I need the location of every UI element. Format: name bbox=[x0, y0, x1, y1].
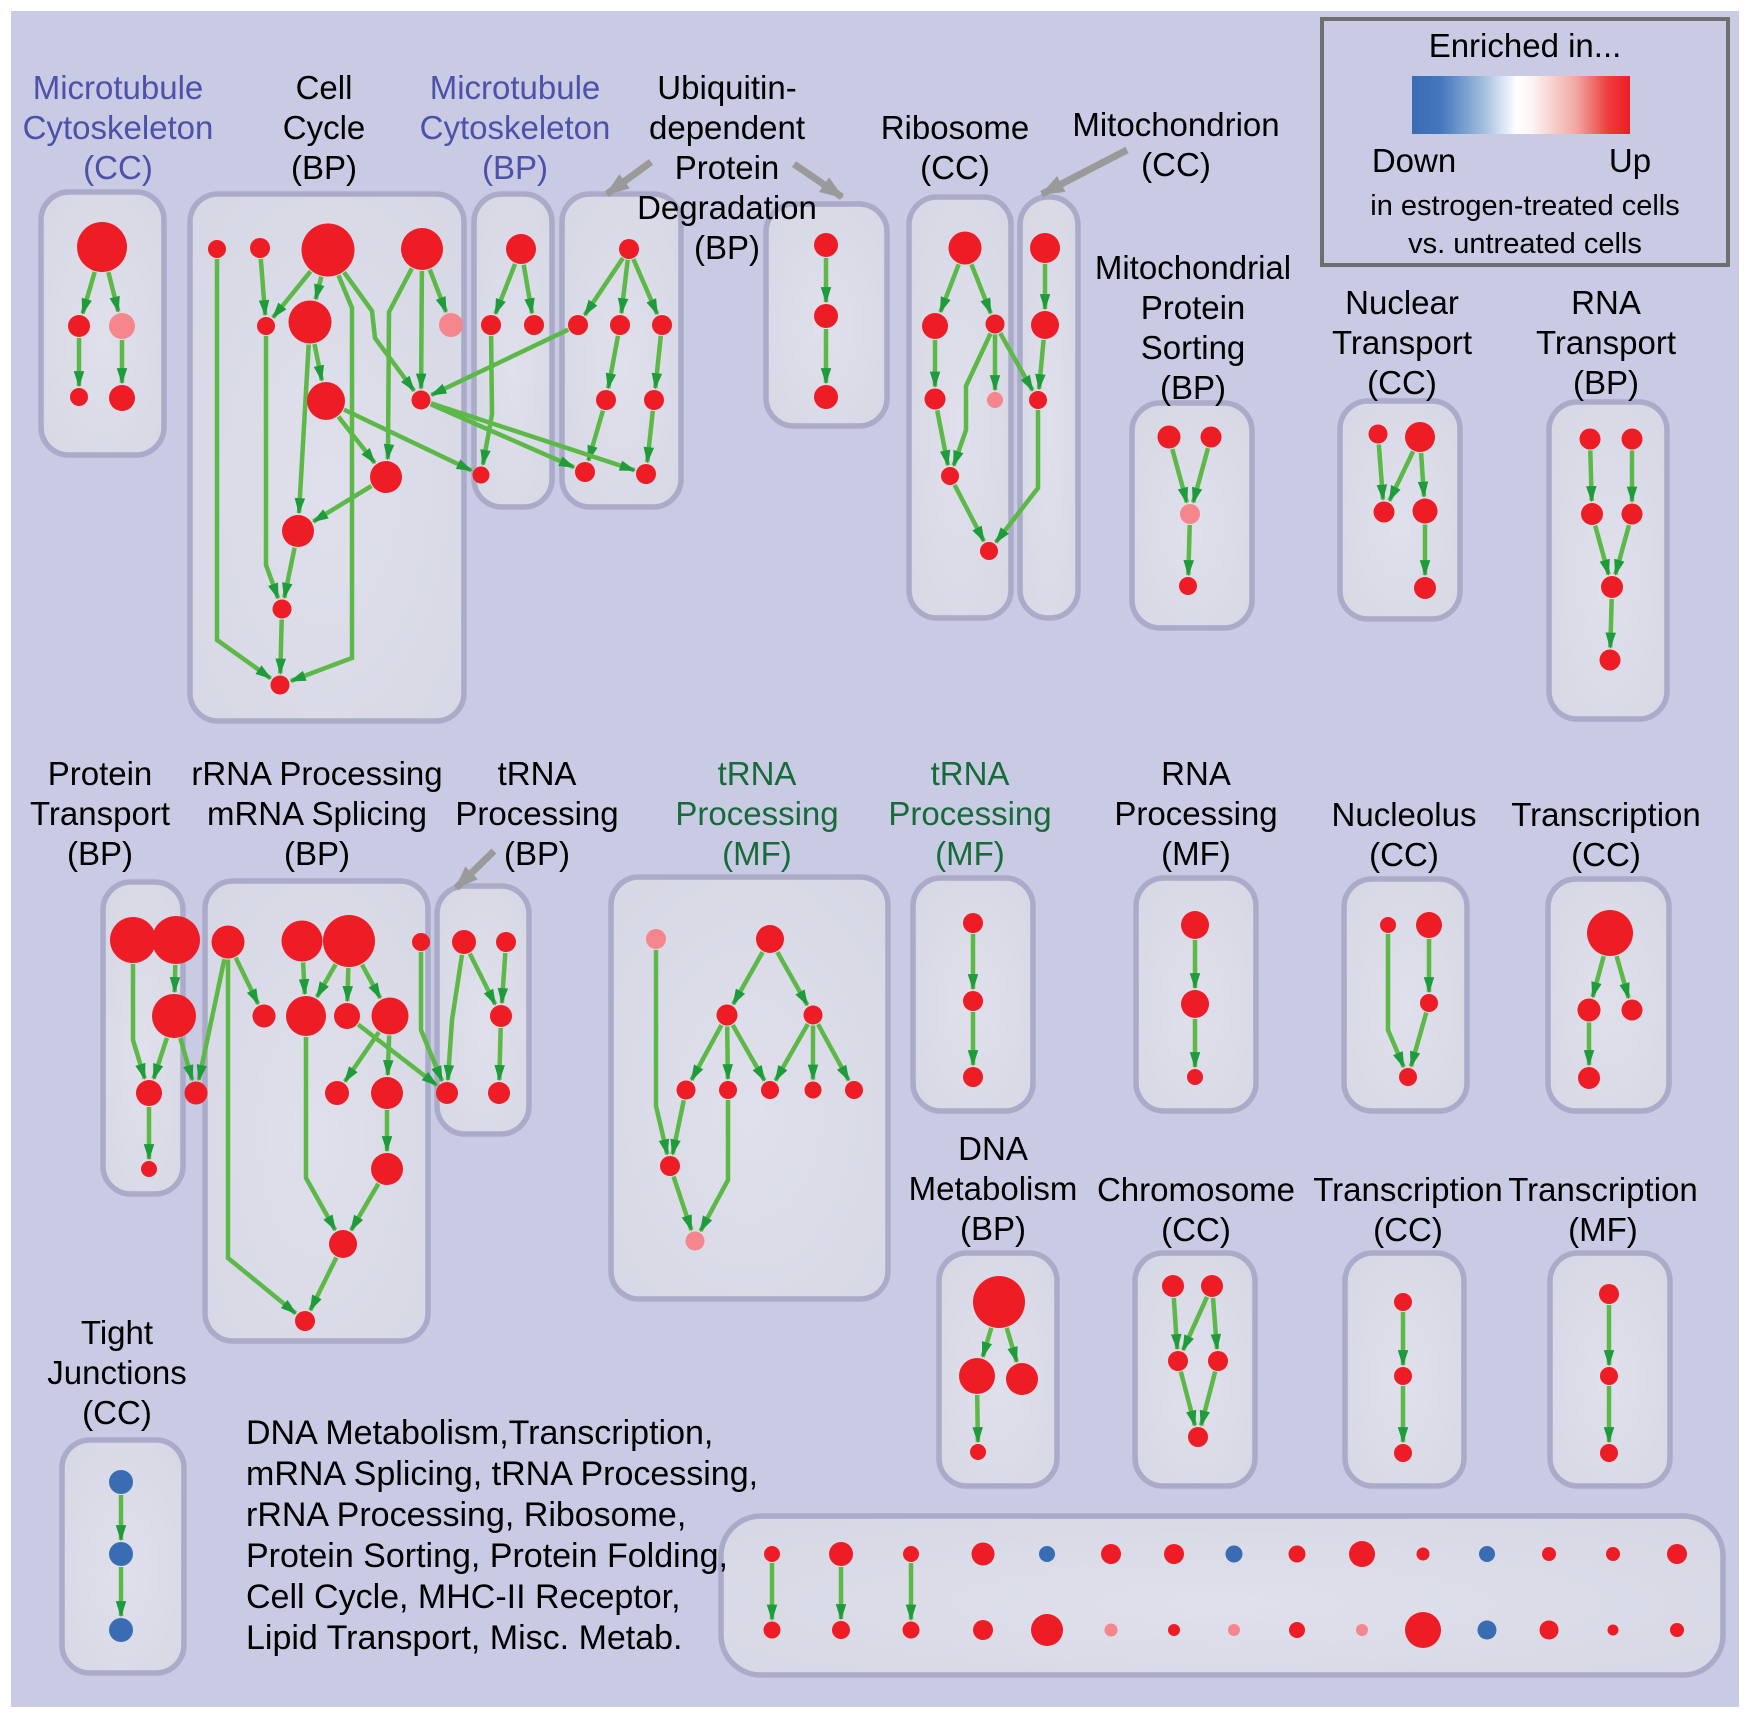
svg-text:Transport: Transport bbox=[1536, 324, 1676, 361]
svg-text:Microtubule: Microtubule bbox=[33, 69, 204, 106]
svg-text:(MF): (MF) bbox=[1161, 835, 1231, 872]
svg-text:RNA: RNA bbox=[1161, 755, 1231, 792]
svg-text:(CC): (CC) bbox=[1161, 1211, 1231, 1248]
svg-text:Processing: Processing bbox=[1114, 795, 1277, 832]
svg-text:Ribosome: Ribosome bbox=[881, 109, 1030, 146]
svg-text:Cytoskeleton: Cytoskeleton bbox=[420, 109, 611, 146]
svg-text:(BP): (BP) bbox=[694, 229, 760, 266]
svg-text:rRNA Processing, Ribosome,: rRNA Processing, Ribosome, bbox=[246, 1496, 686, 1534]
svg-text:Up: Up bbox=[1609, 142, 1651, 179]
svg-text:tRNA: tRNA bbox=[498, 755, 577, 792]
svg-text:(BP): (BP) bbox=[504, 835, 570, 872]
svg-text:Transcription: Transcription bbox=[1508, 1171, 1698, 1208]
svg-text:(CC): (CC) bbox=[83, 149, 153, 186]
svg-text:Transcription: Transcription bbox=[1313, 1171, 1503, 1208]
svg-text:Ubiquitin-: Ubiquitin- bbox=[657, 69, 796, 106]
svg-text:(CC): (CC) bbox=[1367, 364, 1437, 401]
svg-text:vs. untreated cells: vs. untreated cells bbox=[1408, 228, 1642, 260]
svg-text:Sorting: Sorting bbox=[1141, 329, 1246, 366]
svg-text:Cytoskeleton: Cytoskeleton bbox=[23, 109, 214, 146]
svg-text:(MF): (MF) bbox=[1568, 1211, 1638, 1248]
svg-text:Transport: Transport bbox=[1332, 324, 1472, 361]
svg-text:(BP): (BP) bbox=[1160, 369, 1226, 406]
svg-text:in estrogen-treated cells: in estrogen-treated cells bbox=[1370, 190, 1680, 222]
svg-text:(CC): (CC) bbox=[1141, 146, 1211, 183]
svg-text:Nuclear: Nuclear bbox=[1345, 284, 1459, 321]
svg-text:(MF): (MF) bbox=[935, 835, 1005, 872]
svg-text:Cell Cycle, MHC-II Receptor,: Cell Cycle, MHC-II Receptor, bbox=[246, 1578, 681, 1616]
svg-text:(BP): (BP) bbox=[291, 149, 357, 186]
svg-text:tRNA: tRNA bbox=[718, 755, 797, 792]
svg-text:(BP): (BP) bbox=[1573, 364, 1639, 401]
svg-text:Processing: Processing bbox=[455, 795, 618, 832]
svg-text:Transport: Transport bbox=[30, 795, 170, 832]
svg-text:dependent: dependent bbox=[649, 109, 805, 146]
svg-text:Mitochondrion: Mitochondrion bbox=[1072, 106, 1279, 143]
svg-text:Protein: Protein bbox=[48, 755, 153, 792]
svg-text:(BP): (BP) bbox=[482, 149, 548, 186]
svg-text:RNA: RNA bbox=[1571, 284, 1641, 321]
svg-text:Cell: Cell bbox=[296, 69, 353, 106]
svg-text:Junctions: Junctions bbox=[47, 1354, 186, 1391]
svg-text:(CC): (CC) bbox=[82, 1394, 152, 1431]
svg-text:(CC): (CC) bbox=[920, 149, 990, 186]
svg-text:DNA: DNA bbox=[958, 1130, 1028, 1167]
svg-text:(BP): (BP) bbox=[960, 1210, 1026, 1247]
svg-text:Degradation: Degradation bbox=[637, 189, 817, 226]
svg-text:Nucleolus: Nucleolus bbox=[1332, 796, 1477, 833]
svg-text:Processing: Processing bbox=[675, 795, 838, 832]
svg-text:mRNA Splicing, tRNA Processing: mRNA Splicing, tRNA Processing, bbox=[246, 1455, 758, 1493]
svg-text:(BP): (BP) bbox=[67, 835, 133, 872]
svg-text:Metabolism: Metabolism bbox=[909, 1170, 1078, 1207]
svg-text:Mitochondrial: Mitochondrial bbox=[1095, 249, 1291, 286]
svg-text:Cycle: Cycle bbox=[283, 109, 366, 146]
svg-text:(CC): (CC) bbox=[1373, 1211, 1443, 1248]
svg-text:DNA Metabolism,Transcription,: DNA Metabolism,Transcription, bbox=[246, 1414, 713, 1452]
svg-text:Down: Down bbox=[1372, 142, 1456, 179]
svg-text:Processing: Processing bbox=[888, 795, 1051, 832]
svg-text:Protein: Protein bbox=[675, 149, 780, 186]
svg-text:mRNA Splicing: mRNA Splicing bbox=[207, 795, 427, 832]
svg-text:(MF): (MF) bbox=[722, 835, 792, 872]
svg-text:(CC): (CC) bbox=[1571, 836, 1641, 873]
svg-text:Microtubule: Microtubule bbox=[430, 69, 601, 106]
svg-text:tRNA: tRNA bbox=[931, 755, 1010, 792]
svg-text:Chromosome: Chromosome bbox=[1097, 1171, 1295, 1208]
svg-text:Lipid Transport, Misc. Metab.: Lipid Transport, Misc. Metab. bbox=[246, 1619, 683, 1657]
svg-text:rRNA Processing: rRNA Processing bbox=[191, 755, 442, 792]
svg-text:(BP): (BP) bbox=[284, 835, 350, 872]
svg-text:(CC): (CC) bbox=[1369, 836, 1439, 873]
svg-text:Protein Sorting, Protein Foldi: Protein Sorting, Protein Folding, bbox=[246, 1537, 728, 1575]
svg-text:Tight: Tight bbox=[81, 1314, 153, 1351]
svg-text:Transcription: Transcription bbox=[1511, 796, 1701, 833]
svg-text:Enriched in...: Enriched in... bbox=[1429, 27, 1622, 64]
svg-text:Protein: Protein bbox=[1141, 289, 1246, 326]
